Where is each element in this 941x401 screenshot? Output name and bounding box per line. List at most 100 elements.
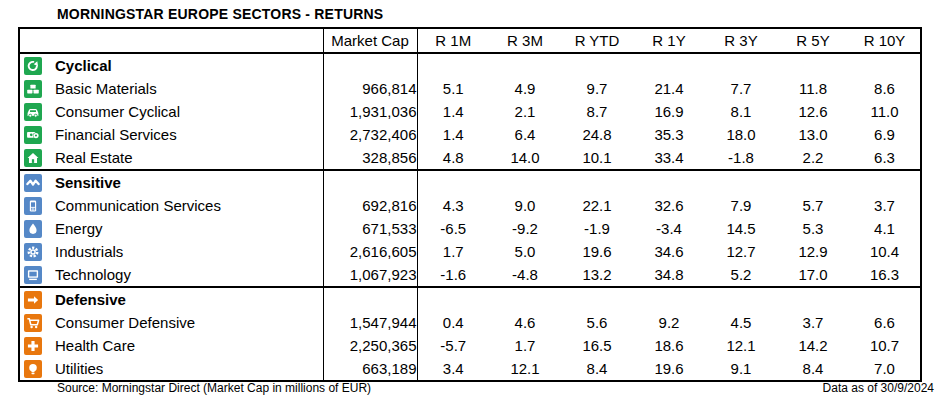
return-cell — [561, 170, 633, 194]
sector-name-cell: Sensitive — [19, 170, 323, 194]
return-cell: 1.4 — [417, 100, 489, 123]
group-row-sensitive: Sensitive — [19, 170, 921, 194]
return-cell: -1.9 — [561, 217, 633, 240]
sector-label: Basic Materials — [55, 77, 157, 100]
sector-row-consumer-defensive: Consumer Defensive1,547,9440.44.65.69.24… — [19, 311, 921, 334]
group-label: Cyclical — [55, 54, 112, 77]
return-cell: -1.8 — [705, 146, 777, 170]
return-cell — [633, 53, 705, 77]
sector-name-cell: Cyclical — [19, 53, 323, 77]
return-cell: -1.6 — [417, 263, 489, 287]
sector-name-cell: Communication Services — [19, 194, 323, 217]
return-cell: 33.4 — [633, 146, 705, 170]
return-cell: 3.4 — [417, 357, 489, 381]
return-cell: 13.2 — [561, 263, 633, 287]
market-cap-cell: 692,816 — [323, 194, 417, 217]
sector-label: Energy — [55, 217, 103, 240]
sector-name-cell: Industrials — [19, 240, 323, 263]
group-row-cyclical: Cyclical — [19, 53, 921, 77]
communication-services-icon — [24, 197, 42, 215]
sector-row-energy: Energy671,533-6.5-9.2-1.9-3.414.55.34.1 — [19, 217, 921, 240]
return-cell: 4.1 — [849, 217, 921, 240]
sector-name-cell: Consumer Defensive — [19, 311, 323, 334]
corner-cell — [19, 28, 323, 53]
financial-services-icon — [24, 126, 42, 144]
return-cell: 4.3 — [417, 194, 489, 217]
return-cell — [561, 287, 633, 311]
market-cap-cell: 966,814 — [323, 77, 417, 100]
return-cell: 3.7 — [777, 311, 849, 334]
sector-name-cell: Utilities — [19, 357, 323, 381]
column-header-r-1m: R 1M — [417, 28, 489, 53]
sector-label: Consumer Cyclical — [55, 100, 180, 123]
column-header-r-3m: R 3M — [489, 28, 561, 53]
return-cell — [705, 287, 777, 311]
return-cell: 18.0 — [705, 123, 777, 146]
market-cap-cell — [323, 170, 417, 194]
return-cell — [633, 170, 705, 194]
sector-label: Communication Services — [55, 194, 221, 217]
return-cell: 1.7 — [489, 334, 561, 357]
group-label: Sensitive — [55, 171, 121, 194]
sector-row-communication-services: Communication Services692,8164.39.022.13… — [19, 194, 921, 217]
table-footnotes: Source: Morningstar Direct (Market Cap i… — [57, 381, 934, 395]
sector-name-cell: Health Care — [19, 334, 323, 357]
return-cell: 10.4 — [849, 240, 921, 263]
return-cell — [633, 287, 705, 311]
return-cell: 7.0 — [849, 357, 921, 381]
return-cell: 32.6 — [633, 194, 705, 217]
sector-label: Technology — [55, 263, 131, 286]
table-header-row: Market CapR 1MR 3MR YTDR 1YR 3YR 5YR 10Y — [19, 28, 921, 53]
market-cap-cell — [323, 287, 417, 311]
return-cell: 14.2 — [777, 334, 849, 357]
return-cell: 22.1 — [561, 194, 633, 217]
sectors-returns-table: Market CapR 1MR 3MR YTDR 1YR 3YR 5YR 10Y… — [18, 27, 922, 382]
source-note: Source: Morningstar Direct (Market Cap i… — [57, 381, 371, 395]
market-cap-cell: 1,547,944 — [323, 311, 417, 334]
cyclical-icon — [24, 57, 42, 75]
sector-label: Consumer Defensive — [55, 311, 195, 334]
return-cell — [417, 170, 489, 194]
sector-row-health-care: Health Care2,250,365-5.71.716.518.612.11… — [19, 334, 921, 357]
market-cap-cell: 2,250,365 — [323, 334, 417, 357]
return-cell: 12.1 — [489, 357, 561, 381]
return-cell — [777, 287, 849, 311]
return-cell: -5.7 — [417, 334, 489, 357]
return-cell: 16.3 — [849, 263, 921, 287]
sector-name-cell: Consumer Cyclical — [19, 100, 323, 123]
return-cell — [489, 170, 561, 194]
sector-label: Health Care — [55, 334, 135, 357]
return-cell: -6.5 — [417, 217, 489, 240]
sector-row-industrials: Industrials2,616,6051.75.019.634.612.712… — [19, 240, 921, 263]
return-cell: 21.4 — [633, 77, 705, 100]
return-cell: 9.2 — [633, 311, 705, 334]
return-cell — [561, 53, 633, 77]
return-cell: 19.6 — [561, 240, 633, 263]
column-header-r-5y: R 5Y — [777, 28, 849, 53]
market-cap-cell: 2,616,605 — [323, 240, 417, 263]
return-cell: -4.8 — [489, 263, 561, 287]
market-cap-cell: 2,732,406 — [323, 123, 417, 146]
return-cell: 19.6 — [633, 357, 705, 381]
sector-name-cell: Technology — [19, 263, 323, 287]
return-cell — [849, 170, 921, 194]
sector-label: Utilities — [55, 357, 103, 380]
group-row-defensive: Defensive — [19, 287, 921, 311]
return-cell — [489, 53, 561, 77]
column-header-r-3y: R 3Y — [705, 28, 777, 53]
return-cell: 13.0 — [777, 123, 849, 146]
return-cell: 2.2 — [777, 146, 849, 170]
return-cell: 5.0 — [489, 240, 561, 263]
page-title: MORNINGSTAR EUROPE SECTORS - RETURNS — [57, 6, 383, 22]
return-cell — [705, 170, 777, 194]
return-cell: 9.1 — [705, 357, 777, 381]
sector-row-technology: Technology1,067,923-1.6-4.813.234.85.217… — [19, 263, 921, 287]
return-cell: 8.4 — [561, 357, 633, 381]
return-cell: 18.6 — [633, 334, 705, 357]
sector-label: Financial Services — [55, 123, 177, 146]
return-cell: 8.1 — [705, 100, 777, 123]
sector-label: Industrials — [55, 240, 123, 263]
sensitive-icon — [24, 174, 42, 192]
column-header-r-10y: R 10Y — [849, 28, 921, 53]
return-cell: 16.9 — [633, 100, 705, 123]
